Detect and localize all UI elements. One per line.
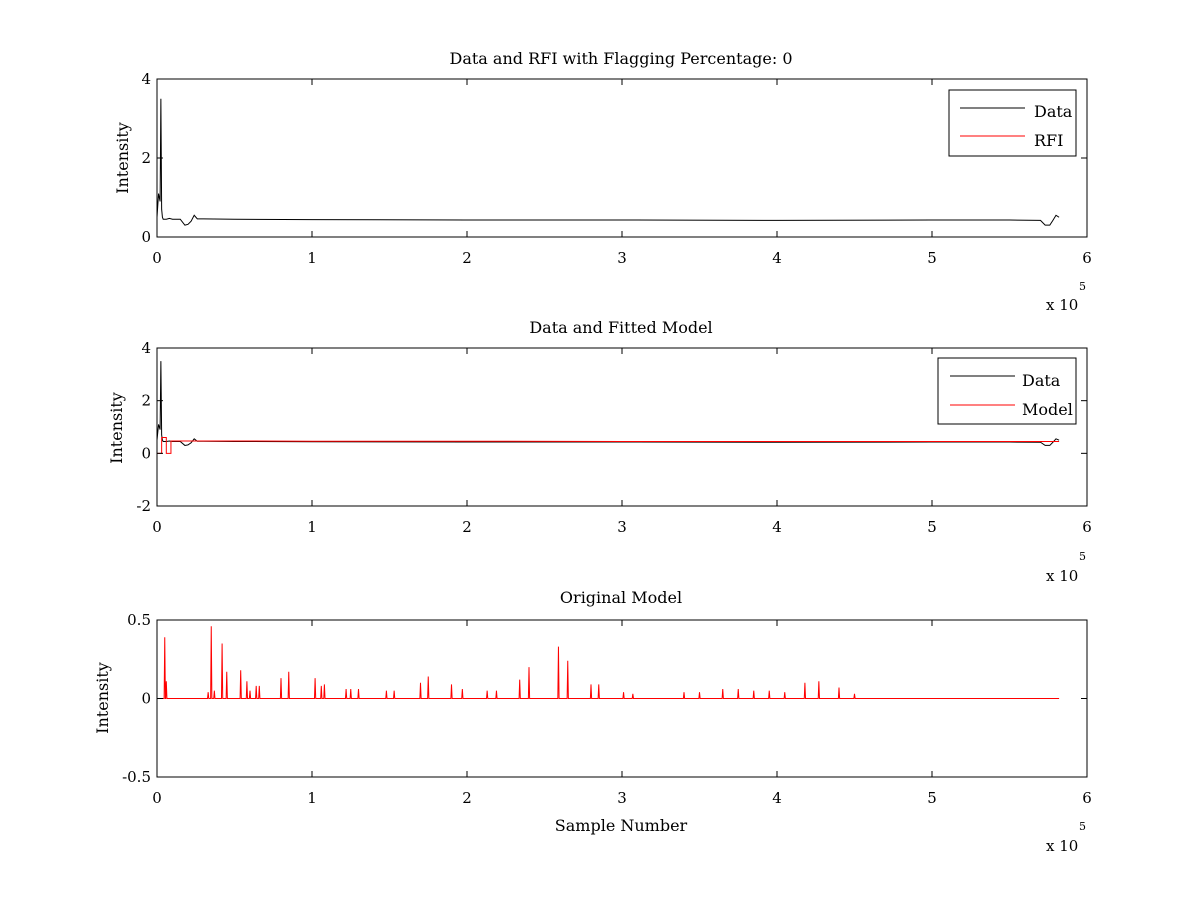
- x-tick-label: 5: [927, 249, 937, 267]
- panel-3-ylabel: Intensity: [93, 662, 112, 734]
- panel-3-ticks: 0 1 2 3 4 5 6-0.500.5: [122, 611, 1092, 807]
- x-tick-label: 4: [772, 518, 782, 536]
- legend-label-data: Data: [1034, 102, 1073, 121]
- y-tick-label: 0: [141, 690, 151, 708]
- series-line-model: [157, 437, 1060, 454]
- panel-3-x-multiplier: x 10: [1046, 837, 1078, 855]
- panel-1-plot-area: [156, 98, 1060, 226]
- y-tick-label: 4: [141, 70, 151, 88]
- y-tick-label: 2: [141, 149, 151, 167]
- panel-2-legend: Data Model: [937, 357, 1077, 425]
- y-tick-label: -0.5: [122, 768, 151, 786]
- series-line-data: [156, 98, 1060, 226]
- panel-1-ticks: 0 1 2 3 4 5 6 0 2 4: [141, 70, 1091, 267]
- panel-2-ylabel: Intensity: [107, 392, 126, 464]
- panel-1: Data and RFI with Flagging Percentage: 0…: [113, 49, 1092, 314]
- x-tick-label: 5: [927, 518, 937, 536]
- x-tick-label: 4: [772, 249, 782, 267]
- x-tick-label: 6: [1082, 789, 1092, 807]
- legend-box: [937, 357, 1077, 425]
- x-tick-label: 2: [462, 249, 472, 267]
- x-tick-label: 3: [617, 789, 627, 807]
- panel-3-plot-area: [157, 626, 1060, 699]
- panel-3-title: Original Model: [560, 588, 682, 607]
- x-tick-label: 5: [927, 789, 937, 807]
- x-tick-label: 2: [462, 789, 472, 807]
- panel-1-x-exponent: 5: [1079, 280, 1086, 293]
- panel-3-xlabel: Sample Number: [555, 816, 688, 835]
- y-tick-label: 0: [141, 228, 151, 246]
- panel-1-title: Data and RFI with Flagging Percentage: 0: [449, 49, 792, 68]
- panel-3-x-exponent: 5: [1079, 820, 1086, 833]
- x-tick-label: 1: [307, 249, 317, 267]
- panel-3: Original Model Intensity 0 1 2 3 4 5 6-0.500.5…: [93, 588, 1092, 855]
- legend-box: [948, 89, 1077, 157]
- x-tick-label: 0: [152, 789, 162, 807]
- series-line-original-model: [157, 626, 1060, 699]
- y-tick-label: 2: [141, 392, 151, 410]
- y-tick-label: -2: [136, 497, 151, 515]
- legend-label-rfi: RFI: [1034, 131, 1063, 150]
- panel-2-title: Data and Fitted Model: [529, 318, 712, 337]
- panel-2-x-exponent: 5: [1079, 550, 1086, 563]
- x-tick-label: 1: [307, 518, 317, 536]
- panel-2-plot-area: [156, 361, 1060, 454]
- legend-label-model: Model: [1022, 400, 1073, 419]
- panel-2: Data and Fitted Model Intensity 0 1 2 3 4 5 6 -…: [107, 318, 1092, 585]
- panel-1-x-multiplier: x 10: [1046, 296, 1078, 314]
- x-tick-label: 0: [152, 249, 162, 267]
- x-tick-label: 4: [772, 789, 782, 807]
- x-tick-label: 3: [617, 249, 627, 267]
- y-tick-label: 4: [141, 339, 151, 357]
- legend-label-data: Data: [1022, 371, 1061, 390]
- panel-2-x-multiplier: x 10: [1046, 567, 1078, 585]
- x-tick-label: 3: [617, 518, 627, 536]
- x-tick-label: 6: [1082, 249, 1092, 267]
- y-tick-label: 0: [141, 444, 151, 462]
- panel-1-legend: Data RFI: [948, 89, 1077, 157]
- panel-1-ylabel: Intensity: [113, 122, 132, 194]
- x-tick-label: 0: [152, 518, 162, 536]
- x-tick-label: 2: [462, 518, 472, 536]
- x-tick-label: 6: [1082, 518, 1092, 536]
- y-tick-label: 0.5: [127, 611, 151, 629]
- x-tick-label: 1: [307, 789, 317, 807]
